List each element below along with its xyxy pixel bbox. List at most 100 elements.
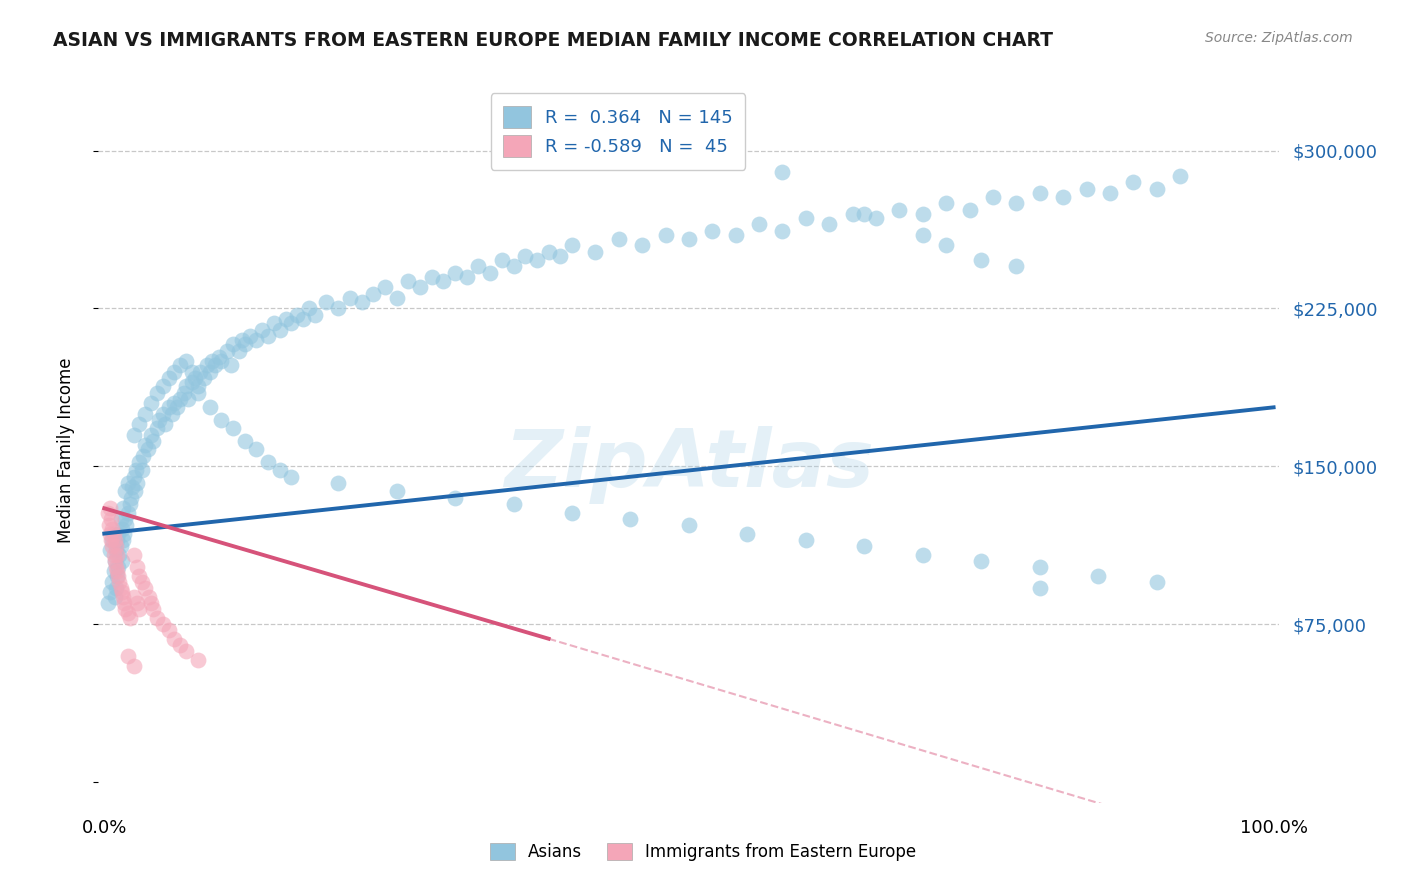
Point xyxy=(98,526,121,541)
Point xyxy=(607,232,630,246)
Point xyxy=(105,533,128,547)
Point xyxy=(772,224,794,238)
Point xyxy=(105,568,128,582)
Point xyxy=(122,469,145,483)
Point xyxy=(117,648,139,663)
Point xyxy=(198,401,221,415)
Point xyxy=(1029,581,1052,595)
Point xyxy=(970,253,993,268)
Point xyxy=(177,392,200,406)
Point xyxy=(112,596,135,610)
Point xyxy=(118,610,141,624)
Point xyxy=(1122,175,1144,189)
Point xyxy=(193,371,215,385)
Point xyxy=(131,574,153,589)
Point xyxy=(169,358,191,372)
Point xyxy=(187,379,209,393)
Point xyxy=(107,560,129,574)
Point xyxy=(104,554,127,568)
Point xyxy=(163,396,186,410)
Point xyxy=(174,354,197,368)
Point xyxy=(222,337,245,351)
Point xyxy=(125,596,148,610)
Point xyxy=(122,659,145,673)
Point xyxy=(104,543,127,558)
Point xyxy=(114,484,136,499)
Text: ASIAN VS IMMIGRANTS FROM EASTERN EUROPE MEDIAN FAMILY INCOME CORRELATION CHART: ASIAN VS IMMIGRANTS FROM EASTERN EUROPE … xyxy=(53,31,1053,50)
Point xyxy=(134,438,156,452)
Point xyxy=(138,590,160,604)
Point xyxy=(678,232,700,246)
Point xyxy=(103,548,125,562)
Point xyxy=(1005,260,1028,274)
Point xyxy=(456,269,478,284)
Point xyxy=(117,476,139,491)
Point xyxy=(110,581,132,595)
Point xyxy=(174,644,197,658)
Text: Source: ZipAtlas.com: Source: ZipAtlas.com xyxy=(1205,31,1353,45)
Point xyxy=(125,476,148,491)
Point xyxy=(198,365,221,379)
Point xyxy=(98,501,121,516)
Point xyxy=(385,484,408,499)
Point xyxy=(1052,190,1074,204)
Point xyxy=(97,518,120,533)
Point xyxy=(263,316,285,330)
Point xyxy=(209,354,232,368)
Point xyxy=(117,607,139,621)
Point xyxy=(134,407,156,421)
Point xyxy=(152,379,174,393)
Point xyxy=(146,610,169,624)
Point xyxy=(959,202,981,217)
Point xyxy=(219,358,242,372)
Point xyxy=(139,596,162,610)
Point xyxy=(794,533,817,547)
Point xyxy=(1076,181,1098,195)
Point xyxy=(142,602,165,616)
Point xyxy=(724,227,747,242)
Point xyxy=(702,224,724,238)
Point xyxy=(111,554,134,568)
Point xyxy=(1146,574,1168,589)
Point xyxy=(128,568,150,582)
Point xyxy=(204,358,226,372)
Point xyxy=(111,585,134,599)
Point xyxy=(132,449,155,463)
Point xyxy=(148,413,170,427)
Point xyxy=(479,266,502,280)
Point xyxy=(104,581,127,595)
Point xyxy=(122,427,145,442)
Point xyxy=(935,238,957,252)
Point xyxy=(409,280,432,294)
Point xyxy=(101,574,124,589)
Point xyxy=(269,463,291,477)
Point xyxy=(818,217,841,231)
Point xyxy=(222,421,245,435)
Point xyxy=(350,295,373,310)
Point xyxy=(396,274,419,288)
Point xyxy=(152,407,174,421)
Point xyxy=(120,491,142,505)
Point xyxy=(97,506,120,520)
Point xyxy=(114,602,136,616)
Point xyxy=(292,312,315,326)
Point xyxy=(112,526,135,541)
Point xyxy=(865,211,887,225)
Point xyxy=(1005,196,1028,211)
Point xyxy=(970,554,993,568)
Point xyxy=(104,590,127,604)
Legend: R =  0.364   N = 145, R = -0.589   N =  45: R = 0.364 N = 145, R = -0.589 N = 45 xyxy=(491,93,745,169)
Point xyxy=(128,602,150,616)
Point xyxy=(181,375,204,389)
Point xyxy=(550,249,572,263)
Point xyxy=(935,196,957,211)
Point xyxy=(737,526,759,541)
Point xyxy=(184,371,207,385)
Point xyxy=(444,491,467,505)
Point xyxy=(231,333,253,347)
Point xyxy=(339,291,361,305)
Point xyxy=(118,497,141,511)
Point xyxy=(304,308,326,322)
Point xyxy=(195,358,218,372)
Point xyxy=(136,442,159,457)
